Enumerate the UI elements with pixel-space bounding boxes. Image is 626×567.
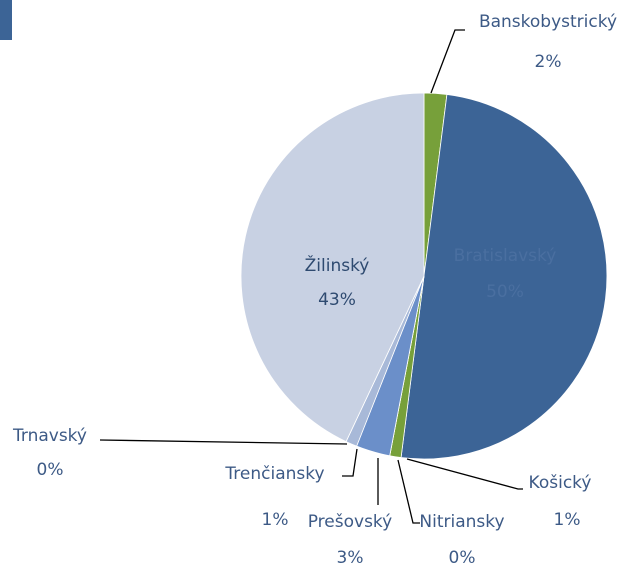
slice-value-label: 2% <box>535 52 562 72</box>
leader-line <box>397 459 420 524</box>
slice-label: Banskobystrický <box>479 12 617 32</box>
slice-value-label: 0% <box>37 460 64 480</box>
leader-line <box>406 458 523 490</box>
slice-label: Nitriansky <box>419 512 504 532</box>
slice-label: Žilinský <box>305 254 370 276</box>
slice-label: Košický <box>529 473 592 493</box>
slice-label: Trenčiansky <box>224 464 324 484</box>
slice-label: Prešovský <box>308 512 393 532</box>
leader-line <box>99 439 348 445</box>
slice-label: Bratislavský <box>454 246 557 266</box>
slice-value-label: 3% <box>337 548 364 567</box>
slice-value-label: 43% <box>318 290 356 310</box>
pie-slice <box>240 92 425 443</box>
slice-label: Trnavský <box>12 426 87 446</box>
leader-line <box>430 29 465 94</box>
slice-value-label: 50% <box>486 282 524 302</box>
slice-value-label: 1% <box>262 510 289 530</box>
ui-fragment <box>0 0 12 40</box>
pie-slice <box>400 93 608 460</box>
slice-value-label: 0% <box>449 548 476 567</box>
slice-value-label: 1% <box>554 510 581 530</box>
leader-line <box>342 448 358 477</box>
